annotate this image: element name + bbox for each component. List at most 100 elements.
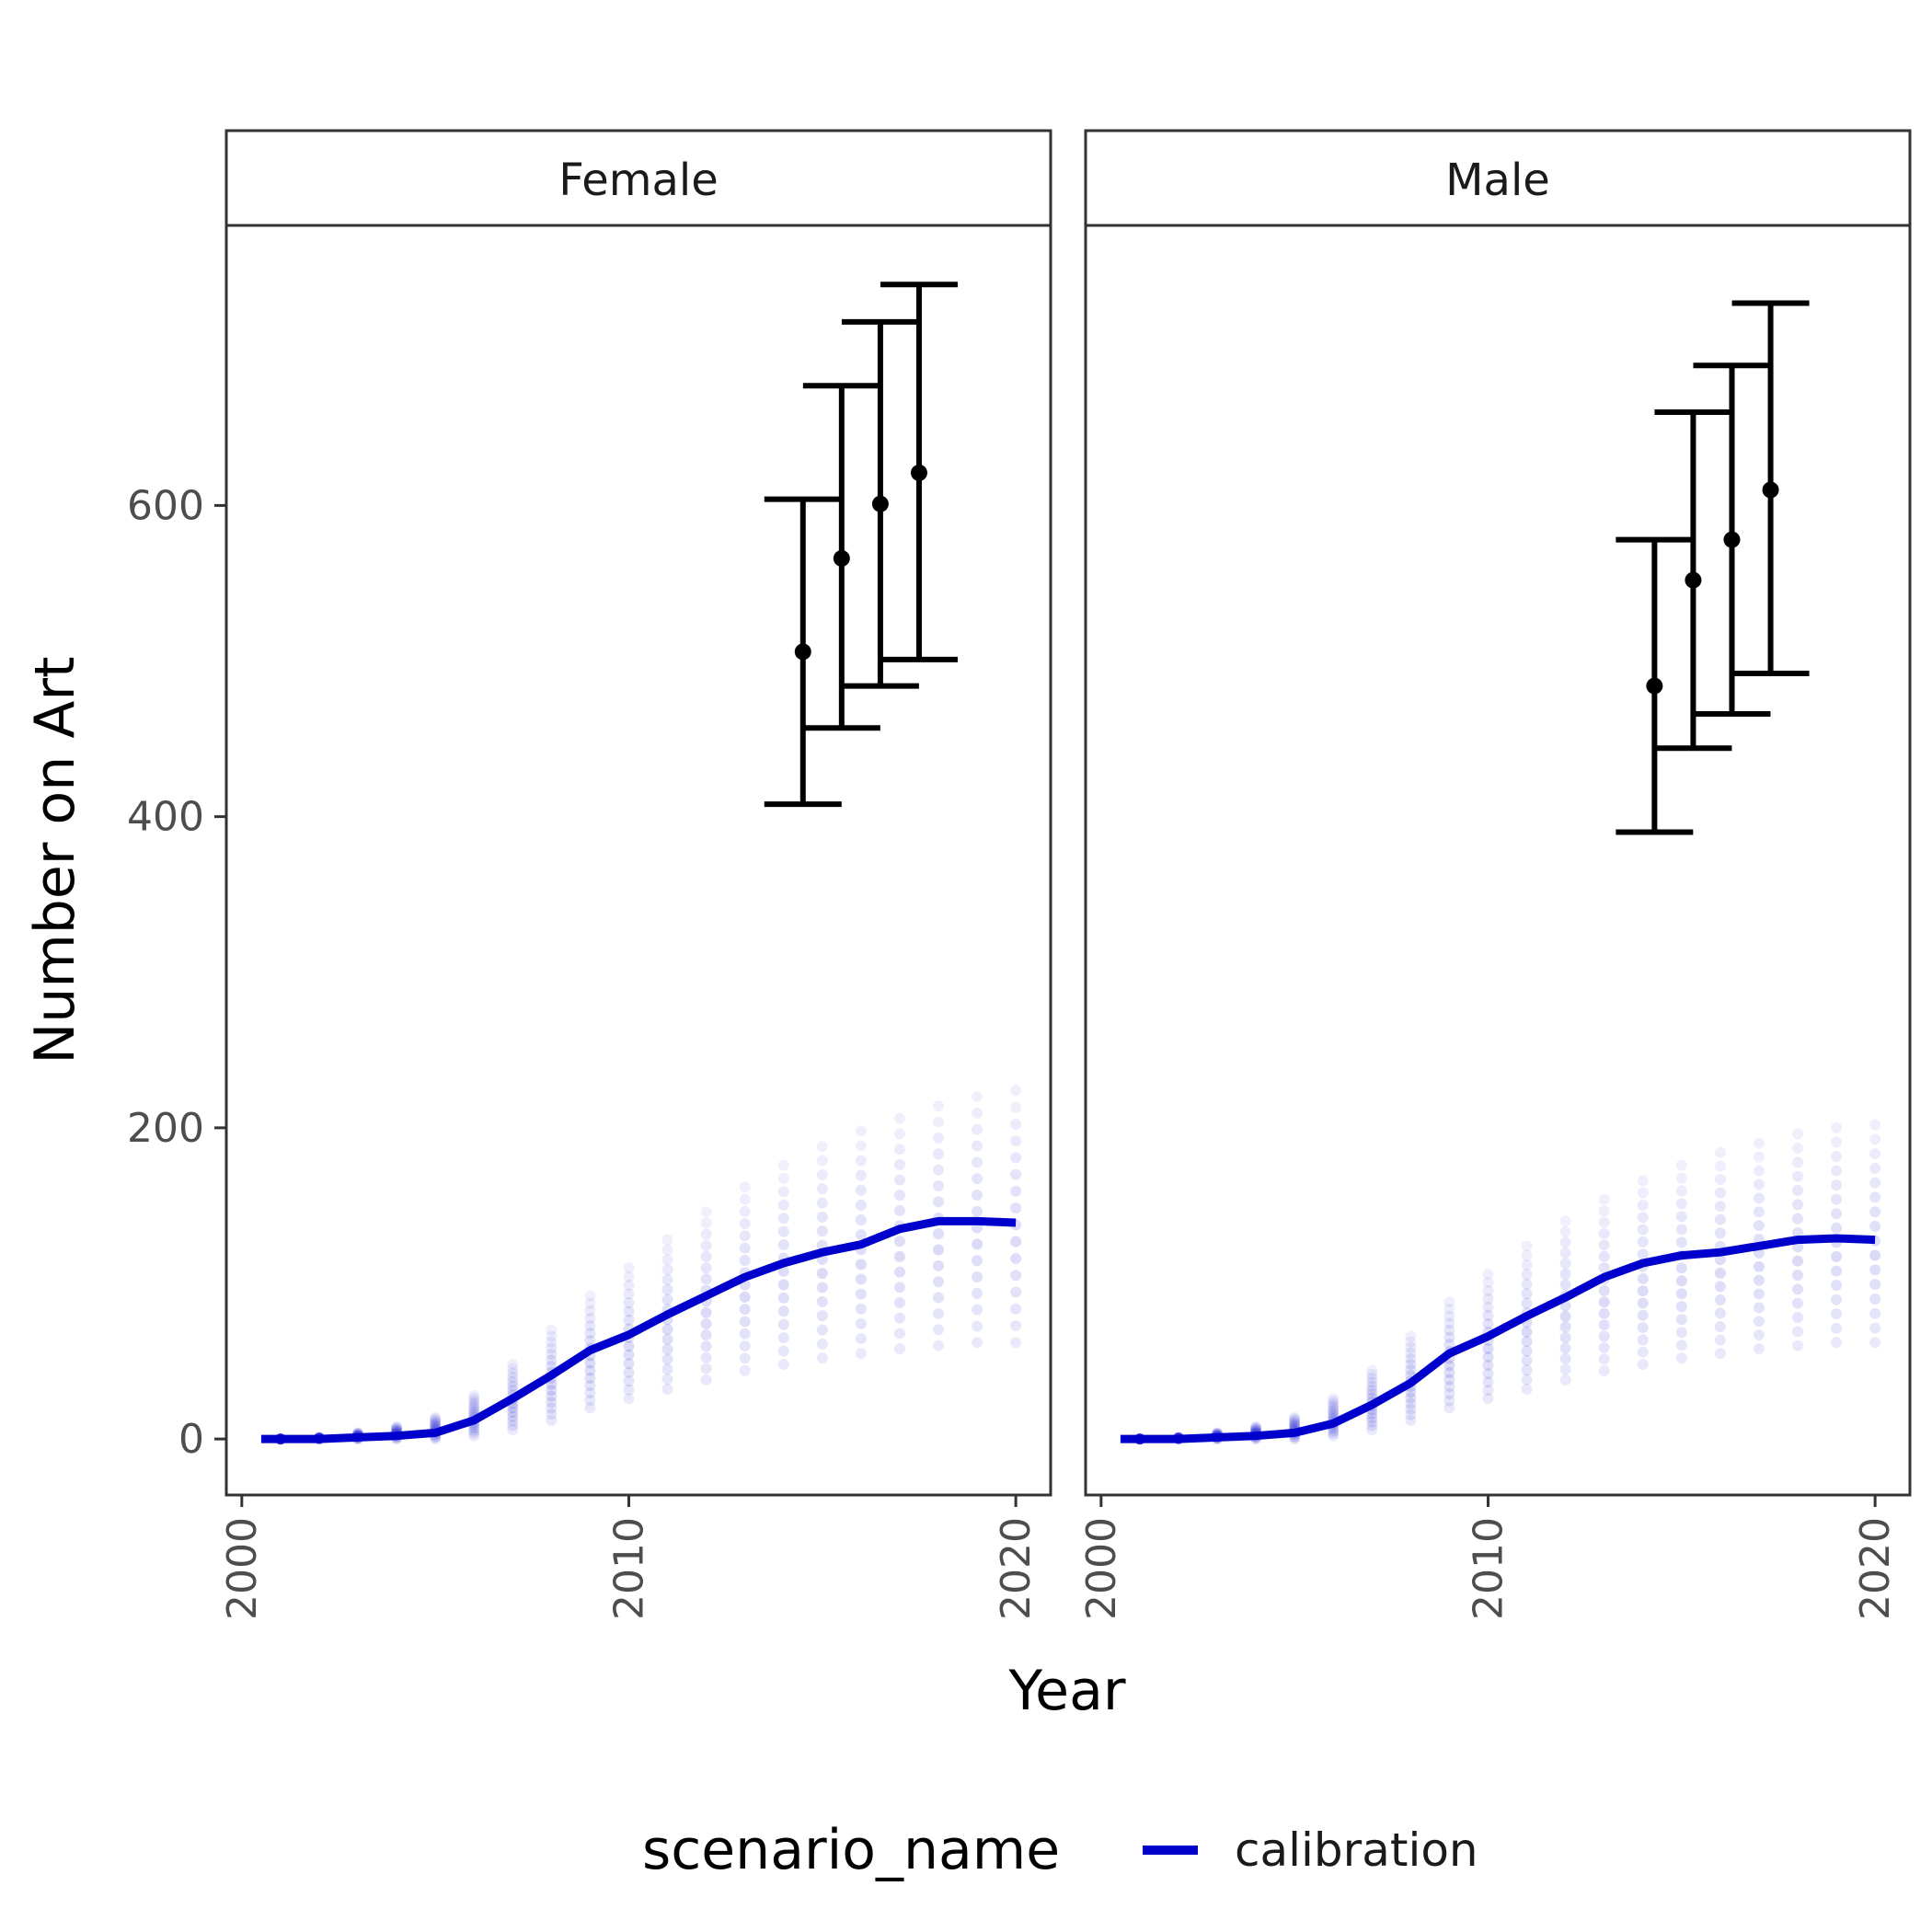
simulation-point	[1714, 1321, 1726, 1333]
simulation-point	[855, 1317, 867, 1329]
simulation-point	[623, 1349, 635, 1361]
simulation-point	[584, 1297, 596, 1309]
simulation-point	[1714, 1267, 1726, 1279]
panel-border	[224, 224, 1052, 1497]
simulation-point	[1675, 1185, 1687, 1197]
simulation-point	[1753, 1151, 1765, 1163]
simulation-point	[1831, 1294, 1843, 1305]
legend-title: scenario_name	[642, 1818, 1060, 1882]
simulation-point	[1637, 1346, 1649, 1358]
simulation-point	[507, 1367, 519, 1379]
simulation-point	[507, 1415, 519, 1427]
simulation-point	[933, 1307, 945, 1319]
simulation-point	[1598, 1262, 1610, 1274]
simulation-point	[893, 1312, 905, 1324]
simulation-point	[700, 1217, 712, 1229]
simulation-point	[1831, 1250, 1843, 1262]
simulation-point	[1831, 1208, 1843, 1220]
simulation-point	[1482, 1293, 1494, 1305]
target-point	[833, 549, 850, 567]
panel-border	[1084, 224, 1912, 1497]
simulation-point	[1482, 1309, 1494, 1321]
simulation-point	[1637, 1248, 1649, 1260]
simulation-point	[739, 1193, 751, 1205]
simulation-point	[1753, 1302, 1765, 1314]
simulation-point	[1598, 1205, 1610, 1217]
simulation-point	[1443, 1303, 1455, 1315]
simulation-point	[1250, 1420, 1262, 1432]
simulation-point	[893, 1204, 905, 1216]
simulation-point	[1405, 1403, 1417, 1415]
simulation-point	[816, 1338, 828, 1350]
x-tick-label: 2010	[605, 1517, 652, 1620]
simulation-point	[468, 1400, 480, 1412]
simulation-point	[1328, 1405, 1340, 1417]
simulation-point	[1637, 1224, 1649, 1236]
simulation-point	[1405, 1392, 1417, 1404]
target-point	[910, 464, 927, 481]
simulation-point	[1753, 1206, 1765, 1218]
target-errorbar	[802, 383, 880, 731]
x-tick-label: 2010	[1465, 1517, 1512, 1620]
simulation-point	[623, 1340, 635, 1352]
simulation-point	[700, 1317, 712, 1329]
simulation-point	[468, 1395, 480, 1407]
simulation-point	[1792, 1184, 1804, 1196]
simulation-point	[546, 1402, 558, 1414]
simulation-point	[1714, 1187, 1726, 1199]
simulation-point	[1869, 1220, 1881, 1232]
simulation-point	[1010, 1303, 1022, 1315]
simulation-point	[1366, 1368, 1378, 1380]
simulation-point	[1598, 1330, 1610, 1342]
simulation-point	[816, 1295, 828, 1307]
simulation-point	[1010, 1320, 1022, 1331]
target-errorbar	[764, 496, 842, 808]
simulation-point	[972, 1107, 983, 1119]
simulation-point	[468, 1403, 480, 1415]
simulation-point	[623, 1384, 635, 1396]
simulation-point	[972, 1156, 983, 1168]
simulation-point	[1598, 1216, 1610, 1228]
simulation-point	[661, 1363, 673, 1375]
simulation-point	[777, 1305, 789, 1317]
simulation-point	[1010, 1118, 1022, 1130]
simulation-point	[1010, 1286, 1022, 1298]
simulation-point	[1443, 1381, 1455, 1393]
simulation-point	[1559, 1268, 1571, 1280]
simulation-point	[855, 1214, 867, 1225]
simulation-point	[623, 1305, 635, 1317]
simulation-point	[1443, 1366, 1455, 1378]
simulation-point	[739, 1316, 751, 1328]
simulation-point	[972, 1189, 983, 1201]
simulation-point	[1792, 1269, 1804, 1281]
simulation-point	[584, 1372, 596, 1384]
simulation-point	[1559, 1215, 1571, 1227]
simulation-point	[1869, 1177, 1881, 1189]
simulation-point	[893, 1296, 905, 1308]
simulation-point	[623, 1366, 635, 1378]
simulation-point	[1675, 1275, 1687, 1287]
plot-background	[1086, 225, 1910, 1495]
simulation-point	[1482, 1368, 1494, 1380]
simulation-point	[1289, 1417, 1301, 1429]
simulation-point	[1521, 1384, 1533, 1395]
simulation-point	[1792, 1199, 1804, 1211]
simulation-point	[546, 1354, 558, 1366]
x-axis-title: Year	[1007, 1659, 1125, 1723]
simulation-point	[507, 1375, 519, 1387]
simulation-point	[700, 1250, 712, 1262]
simulation-point	[1366, 1416, 1378, 1428]
simulation-point	[700, 1206, 712, 1218]
simulation-point	[468, 1397, 480, 1409]
simulation-point	[1010, 1135, 1022, 1147]
simulation-point	[661, 1273, 673, 1285]
simulation-point	[1521, 1374, 1533, 1386]
simulation-point	[391, 1421, 403, 1433]
simulation-point	[1753, 1288, 1765, 1300]
y-tick-label: 400	[127, 794, 204, 841]
simulation-point	[1010, 1152, 1022, 1164]
simulation-point	[972, 1271, 983, 1283]
simulation-point	[1366, 1364, 1378, 1376]
simulation-point	[1521, 1336, 1533, 1348]
simulation-point	[739, 1328, 751, 1340]
